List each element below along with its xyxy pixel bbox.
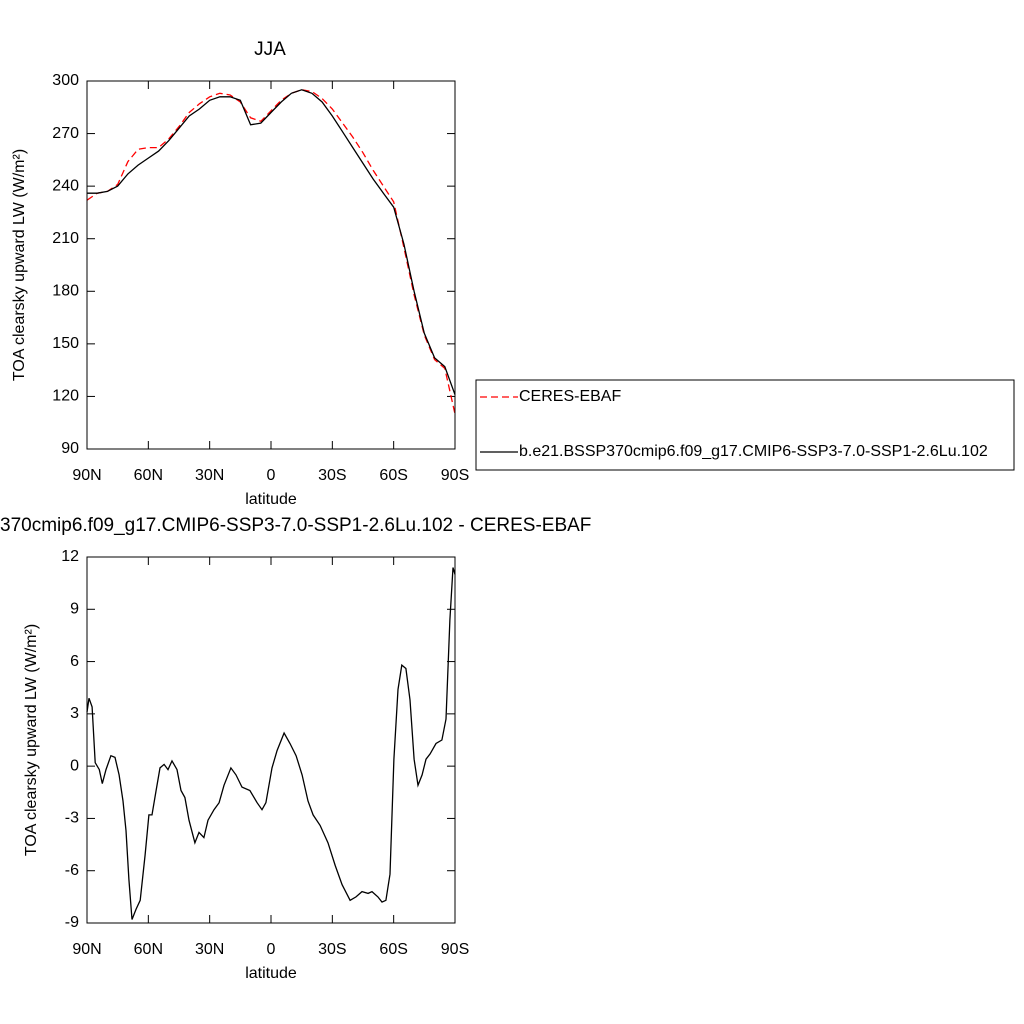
y-tick-label: 9 [70,601,79,618]
y-tick-label: 270 [52,125,79,142]
x-tick-label: 30S [318,941,346,958]
y-axis-label: TOA clearsky upward LW (W/m²) [23,624,40,856]
legend-box [475,379,1015,471]
y-tick-label: 6 [70,653,79,670]
x-tick-label: 60S [379,941,407,958]
plot-frame [86,556,456,924]
x-tick-label: 30S [318,467,346,484]
x-tick-label: 90S [441,467,469,484]
y-tick-label: 300 [52,72,79,89]
y-tick-label: -9 [65,914,79,931]
data-line [86,89,456,415]
y-tick-label: 180 [52,283,79,300]
x-axis-label: latitude [245,965,297,982]
y-tick-label: 12 [61,548,79,565]
x-tick-label: 30N [195,941,224,958]
x-tick-label: 30N [195,467,224,484]
y-tick-label: 0 [70,757,79,774]
y-tick-label: 120 [52,388,79,405]
legend-label: CERES-EBAF [519,388,621,405]
x-tick-label: 90S [441,941,469,958]
data-line [86,567,456,920]
chart-title: JJA [254,39,286,60]
plot-frame [86,80,456,450]
y-tick-label: 210 [52,230,79,247]
x-tick-label: 60N [134,941,163,958]
y-tick-label: -3 [65,810,79,827]
y-tick-label: 240 [52,177,79,194]
chart-title: 370cmip6.f09_g17.CMIP6-SSP3-7.0-SSP1-2.6… [0,515,591,536]
y-tick-label: 3 [70,705,79,722]
x-tick-label: 60S [379,467,407,484]
x-tick-label: 60N [134,467,163,484]
y-tick-label: 90 [61,440,79,457]
data-line [87,89,456,395]
x-tick-label: 0 [267,467,276,484]
x-tick-label: 90N [72,941,101,958]
x-tick-label: 90N [72,467,101,484]
y-tick-label: -6 [65,862,79,879]
y-axis-label: TOA clearsky upward LW (W/m²) [11,149,28,381]
x-axis-label: latitude [245,491,297,508]
legend-label: b.e21.BSSP370cmip6.f09_g17.CMIP6-SSP3-7.… [519,443,988,460]
x-tick-label: 0 [267,941,276,958]
y-tick-label: 150 [52,335,79,352]
